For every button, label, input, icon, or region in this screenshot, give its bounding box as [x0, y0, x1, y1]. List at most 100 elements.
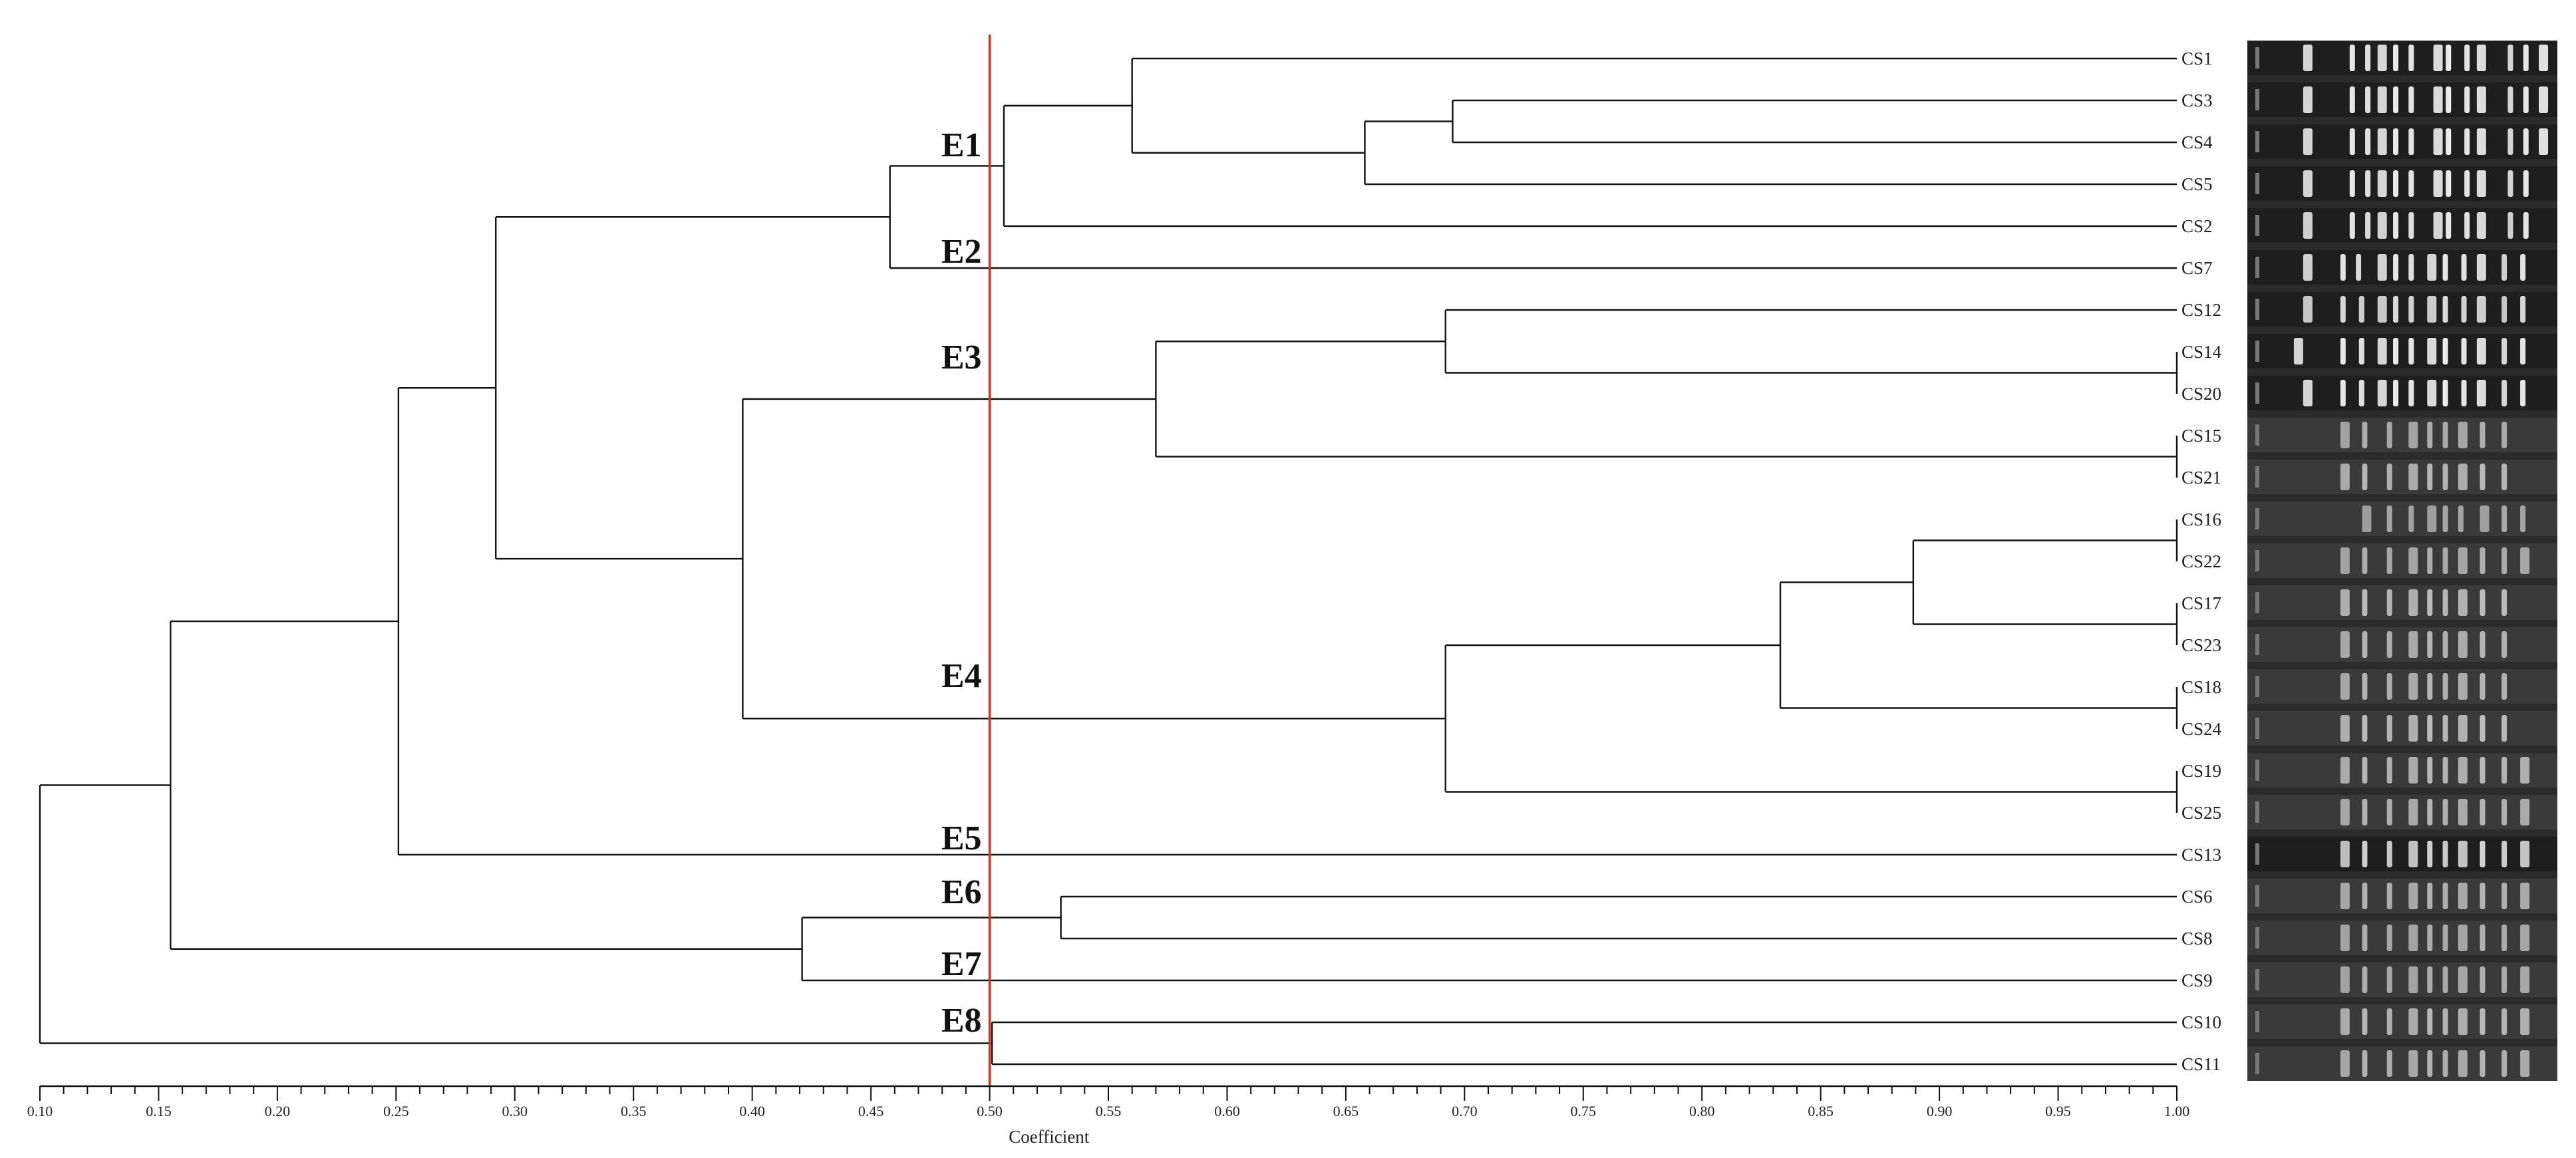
gel-band	[2427, 715, 2433, 742]
gel-band	[2523, 170, 2529, 197]
gel-band	[2427, 338, 2437, 364]
gel-band	[2377, 212, 2387, 239]
gel-band	[2340, 715, 2350, 742]
tick-label: 0.85	[1808, 1103, 1834, 1119]
gel-band	[2386, 547, 2392, 574]
gel-band	[2362, 506, 2372, 532]
gel-band	[2340, 883, 2350, 909]
gel-band	[2427, 589, 2433, 616]
coefficient-axis: Coefficient 0.10 0.15 0.20 0.25 0.30 0.35 0.40…	[27, 1085, 2189, 1147]
gel-lane	[2247, 585, 2557, 620]
leaf-label: CS7	[2181, 258, 2213, 278]
gel-band	[2480, 966, 2486, 993]
gel-band	[2349, 86, 2355, 113]
gel-well	[2255, 257, 2259, 278]
gel-band	[2501, 589, 2507, 616]
gel-band	[2340, 799, 2350, 825]
leaf-label: CS1	[2181, 49, 2213, 69]
gel-band	[2427, 799, 2433, 825]
gel-band	[2501, 506, 2507, 532]
cluster-label-e1: E1	[941, 126, 982, 164]
gel-band	[2408, 464, 2418, 490]
gel-band	[2458, 464, 2468, 490]
gel-band	[2446, 86, 2452, 113]
gel-band	[2520, 841, 2530, 867]
gel-band	[2362, 799, 2368, 825]
cluster-label-e7: E7	[941, 945, 982, 983]
gel-band	[2461, 254, 2467, 281]
tick-label: 0.90	[1927, 1103, 1953, 1119]
gel-band	[2386, 506, 2392, 532]
gel-band	[2358, 338, 2364, 364]
gel-band	[2408, 757, 2418, 784]
gel-band	[2446, 128, 2452, 155]
gel-band	[2340, 380, 2346, 406]
gel-band	[2427, 966, 2433, 993]
leaf-label: CS15	[2181, 426, 2221, 446]
gel-band	[2408, 45, 2414, 71]
gel-band	[2442, 966, 2448, 993]
leaf-label: CS3	[2181, 90, 2213, 110]
gel-band	[2340, 673, 2350, 700]
gel-band	[2480, 631, 2486, 658]
gel-band	[2501, 966, 2507, 993]
leaf-label: CS10	[2181, 1012, 2221, 1032]
gel-band	[2476, 45, 2486, 71]
gel-band	[2442, 715, 2448, 742]
gel-well	[2255, 341, 2259, 362]
gel-band	[2520, 883, 2530, 909]
gel-band	[2362, 841, 2368, 867]
gel-band	[2476, 86, 2486, 113]
cluster-label-e3: E3	[941, 339, 982, 376]
gel-band	[2303, 296, 2313, 323]
gel-band	[2480, 715, 2486, 742]
gel-band	[2520, 506, 2526, 532]
leaf-label: CS4	[2181, 132, 2213, 152]
gel-well	[2255, 466, 2259, 488]
gel-band	[2408, 422, 2418, 448]
gel-band	[2480, 799, 2486, 825]
gel-band	[2480, 422, 2486, 448]
gel-band	[2386, 841, 2392, 867]
gel-band	[2446, 45, 2452, 71]
gel-band	[2408, 715, 2418, 742]
gel-band	[2461, 296, 2467, 323]
cluster-label-e8: E8	[941, 1002, 982, 1040]
gel-band	[2433, 170, 2443, 197]
gel-band	[2362, 464, 2368, 490]
gel-band	[2507, 45, 2513, 71]
gel-band	[2501, 380, 2507, 406]
gel-band	[2464, 212, 2470, 239]
gel-band	[2520, 1008, 2530, 1035]
gel-band	[2480, 757, 2486, 784]
tick-label: 0.70	[1452, 1103, 1478, 1119]
gel-band	[2458, 841, 2468, 867]
gel-well	[2255, 969, 2259, 990]
gel-lane	[2247, 502, 2557, 536]
gel-band	[2520, 925, 2530, 951]
gel-band	[2501, 673, 2507, 700]
gel-band	[2476, 254, 2486, 281]
leaf-label: CS12	[2181, 300, 2221, 320]
gel-band	[2442, 464, 2448, 490]
gel-band	[2393, 128, 2399, 155]
gel-band	[2377, 296, 2387, 323]
gel-well	[2255, 131, 2259, 152]
gel-band	[2408, 86, 2414, 113]
gel-band	[2442, 757, 2448, 784]
gel-well	[2255, 173, 2259, 194]
gel-band	[2480, 925, 2486, 951]
gel-band	[2377, 128, 2387, 155]
gel-band	[2442, 422, 2448, 448]
gel-lane	[2247, 460, 2557, 494]
gel-band	[2427, 547, 2433, 574]
gel-band	[2501, 1050, 2507, 1077]
gel-band	[2442, 631, 2448, 658]
gel-band	[2362, 757, 2368, 784]
gel-band	[2340, 966, 2350, 993]
leaf-labels: CS1 CS3 CS4 CS5 CS2 CS7 CS12 CS14 CS20 CS15 CS21 CS…	[2181, 49, 2222, 1074]
gel-band	[2362, 547, 2368, 574]
gel-lane	[2247, 166, 2557, 201]
gel-band	[2386, 464, 2392, 490]
gel-band	[2340, 547, 2350, 574]
